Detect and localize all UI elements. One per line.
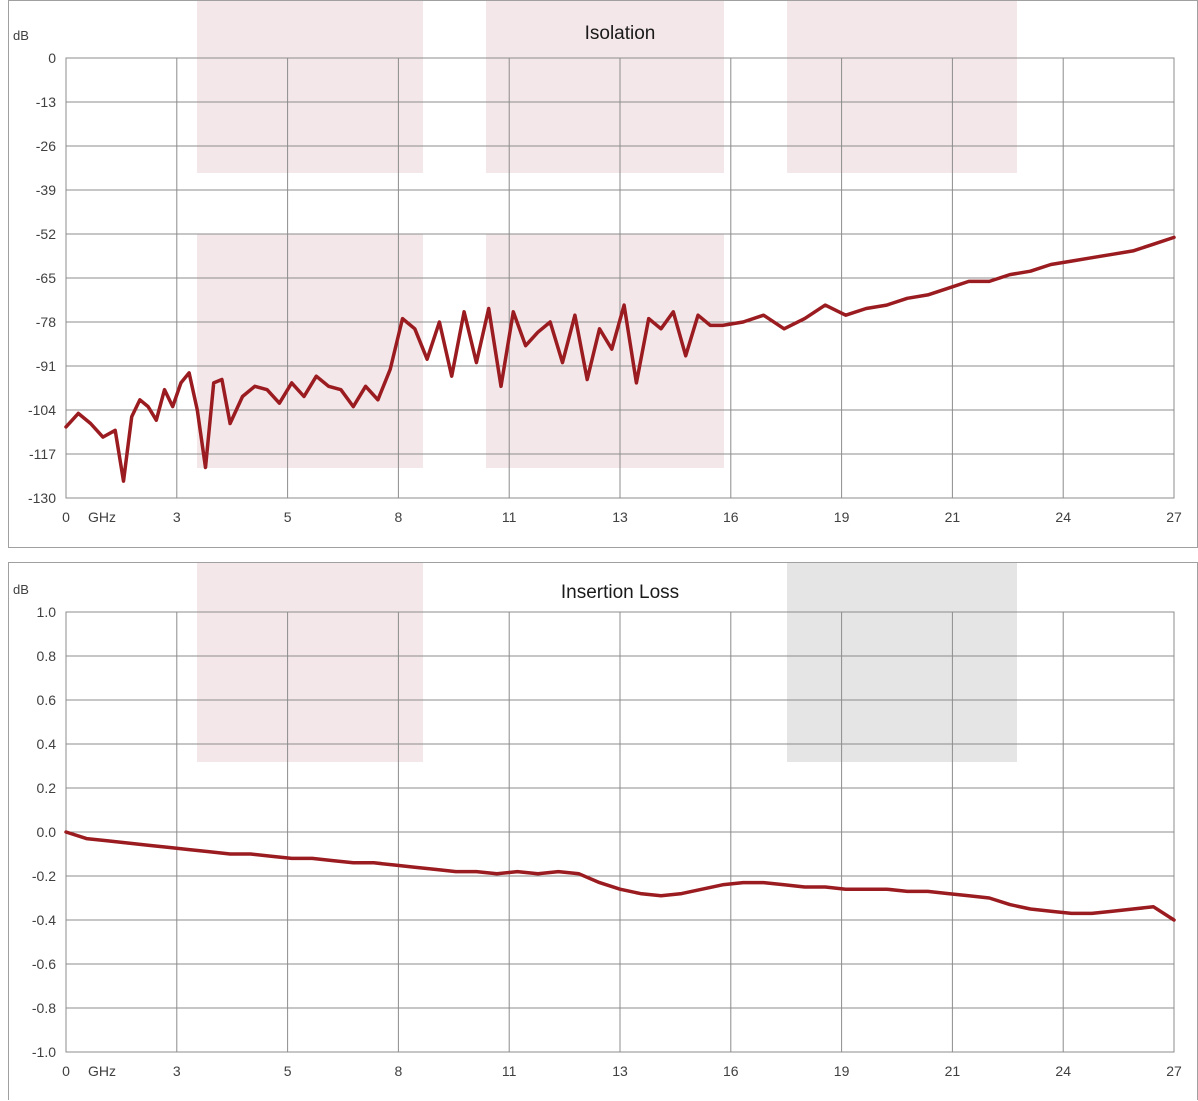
x-tick-label: 21 xyxy=(945,509,961,525)
x-tick-label: 19 xyxy=(834,1063,850,1079)
y-tick-label: -130 xyxy=(28,490,56,506)
y-axis-unit-label: dB xyxy=(13,582,29,597)
x-axis-unit-label: GHz xyxy=(88,1063,116,1079)
y-tick-label: -104 xyxy=(28,402,56,418)
y-tick-label: -26 xyxy=(36,138,56,154)
background-shade-block xyxy=(787,563,1017,762)
x-tick-label: 27 xyxy=(1166,1063,1182,1079)
y-tick-label: -52 xyxy=(36,226,56,242)
y-axis-unit-label: dB xyxy=(13,28,29,43)
background-shade-block xyxy=(787,1,1017,173)
y-tick-label: 0.4 xyxy=(37,736,57,752)
x-tick-label: 13 xyxy=(612,1063,628,1079)
y-tick-label: -13 xyxy=(36,94,56,110)
chart-title: Isolation xyxy=(585,23,656,44)
chart-title: Insertion Loss xyxy=(561,582,679,603)
y-tick-label: 1.0 xyxy=(37,604,57,620)
y-tick-label: 0.6 xyxy=(37,692,57,708)
y-tick-label: 0.2 xyxy=(37,780,57,796)
insertion-loss-chart-panel: 1.0 0.8 0.6 0.4 0.2 0.0 -0.2 -0.4 -0.6 -0.8 -1.0 0 3… xyxy=(8,562,1198,1100)
x-tick-label: 19 xyxy=(834,509,850,525)
insertion-loss-chart: 1.0 0.8 0.6 0.4 0.2 0.0 -0.2 -0.4 -0.6 -0.8 -1.0 0 3… xyxy=(9,563,1198,1101)
x-tick-label: 21 xyxy=(945,1063,961,1079)
x-tick-label: 3 xyxy=(173,1063,181,1079)
x-tick-label: 13 xyxy=(612,509,628,525)
x-tick-label: 3 xyxy=(173,509,181,525)
background-shade-block xyxy=(197,234,423,468)
y-tick-label: -78 xyxy=(36,314,56,330)
x-tick-label: 16 xyxy=(723,1063,739,1079)
x-tick-label: 27 xyxy=(1166,509,1182,525)
x-tick-label: 24 xyxy=(1055,509,1071,525)
x-tick-label: 8 xyxy=(395,509,403,525)
x-tick-label: 16 xyxy=(723,509,739,525)
isolation-chart-panel: 0 -13 -26 -39 -52 -65 -78 -91 -104 -117 -130 0 3 5 8 11… xyxy=(8,0,1198,548)
y-tick-label: -117 xyxy=(29,446,56,462)
background-shade-block xyxy=(197,563,423,762)
y-tick-label: -0.6 xyxy=(32,956,56,972)
y-tick-label: 0.8 xyxy=(37,648,57,664)
y-tick-label: 0 xyxy=(48,50,56,66)
background-shade-block xyxy=(197,1,423,173)
x-tick-label: 11 xyxy=(502,509,517,525)
y-tick-label: -65 xyxy=(36,270,56,286)
x-tick-label: 0 xyxy=(62,1063,70,1079)
y-tick-label: -91 xyxy=(36,358,56,374)
x-tick-label: 8 xyxy=(395,1063,403,1079)
y-tick-label: -39 xyxy=(36,182,56,198)
y-tick-label: -1.0 xyxy=(32,1044,56,1060)
x-tick-label: 5 xyxy=(284,1063,292,1079)
x-axis-unit-label: GHz xyxy=(88,509,116,525)
x-tick-label: 24 xyxy=(1055,1063,1071,1079)
isolation-chart: 0 -13 -26 -39 -52 -65 -78 -91 -104 -117 -130 0 3 5 8 11… xyxy=(9,1,1198,549)
x-tick-label: 0 xyxy=(62,509,70,525)
x-tick-label: 5 xyxy=(284,509,292,525)
y-tick-label: -0.8 xyxy=(32,1000,56,1016)
y-tick-label: -0.2 xyxy=(32,868,56,884)
y-tick-label: 0.0 xyxy=(37,824,57,840)
y-tick-label: -0.4 xyxy=(32,912,56,928)
x-tick-label: 11 xyxy=(502,1063,517,1079)
